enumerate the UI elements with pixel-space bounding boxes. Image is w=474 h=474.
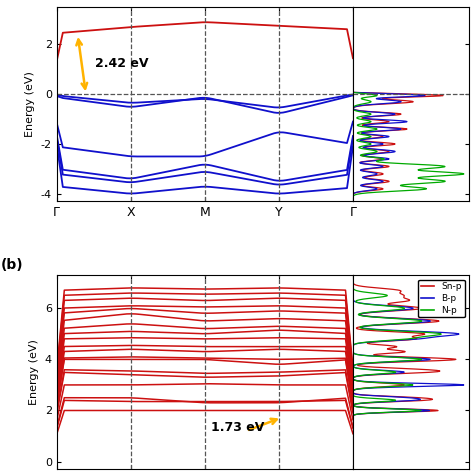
Text: 1.73 eV: 1.73 eV (211, 421, 264, 434)
Y-axis label: Energy (eV): Energy (eV) (25, 71, 36, 137)
Text: (b): (b) (0, 258, 23, 272)
Y-axis label: Energy (eV): Energy (eV) (29, 339, 39, 405)
Legend: Sn-p, B-p, N-p: Sn-p, B-p, N-p (418, 280, 465, 318)
Text: 2.42 eV: 2.42 eV (95, 57, 149, 70)
